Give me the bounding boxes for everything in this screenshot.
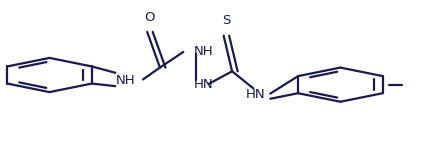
Text: O: O [144, 11, 155, 24]
Text: HN: HN [194, 78, 213, 91]
Text: HN: HN [246, 88, 265, 101]
Text: S: S [222, 14, 230, 27]
Text: NH: NH [194, 45, 213, 58]
Text: NH: NH [116, 74, 136, 87]
